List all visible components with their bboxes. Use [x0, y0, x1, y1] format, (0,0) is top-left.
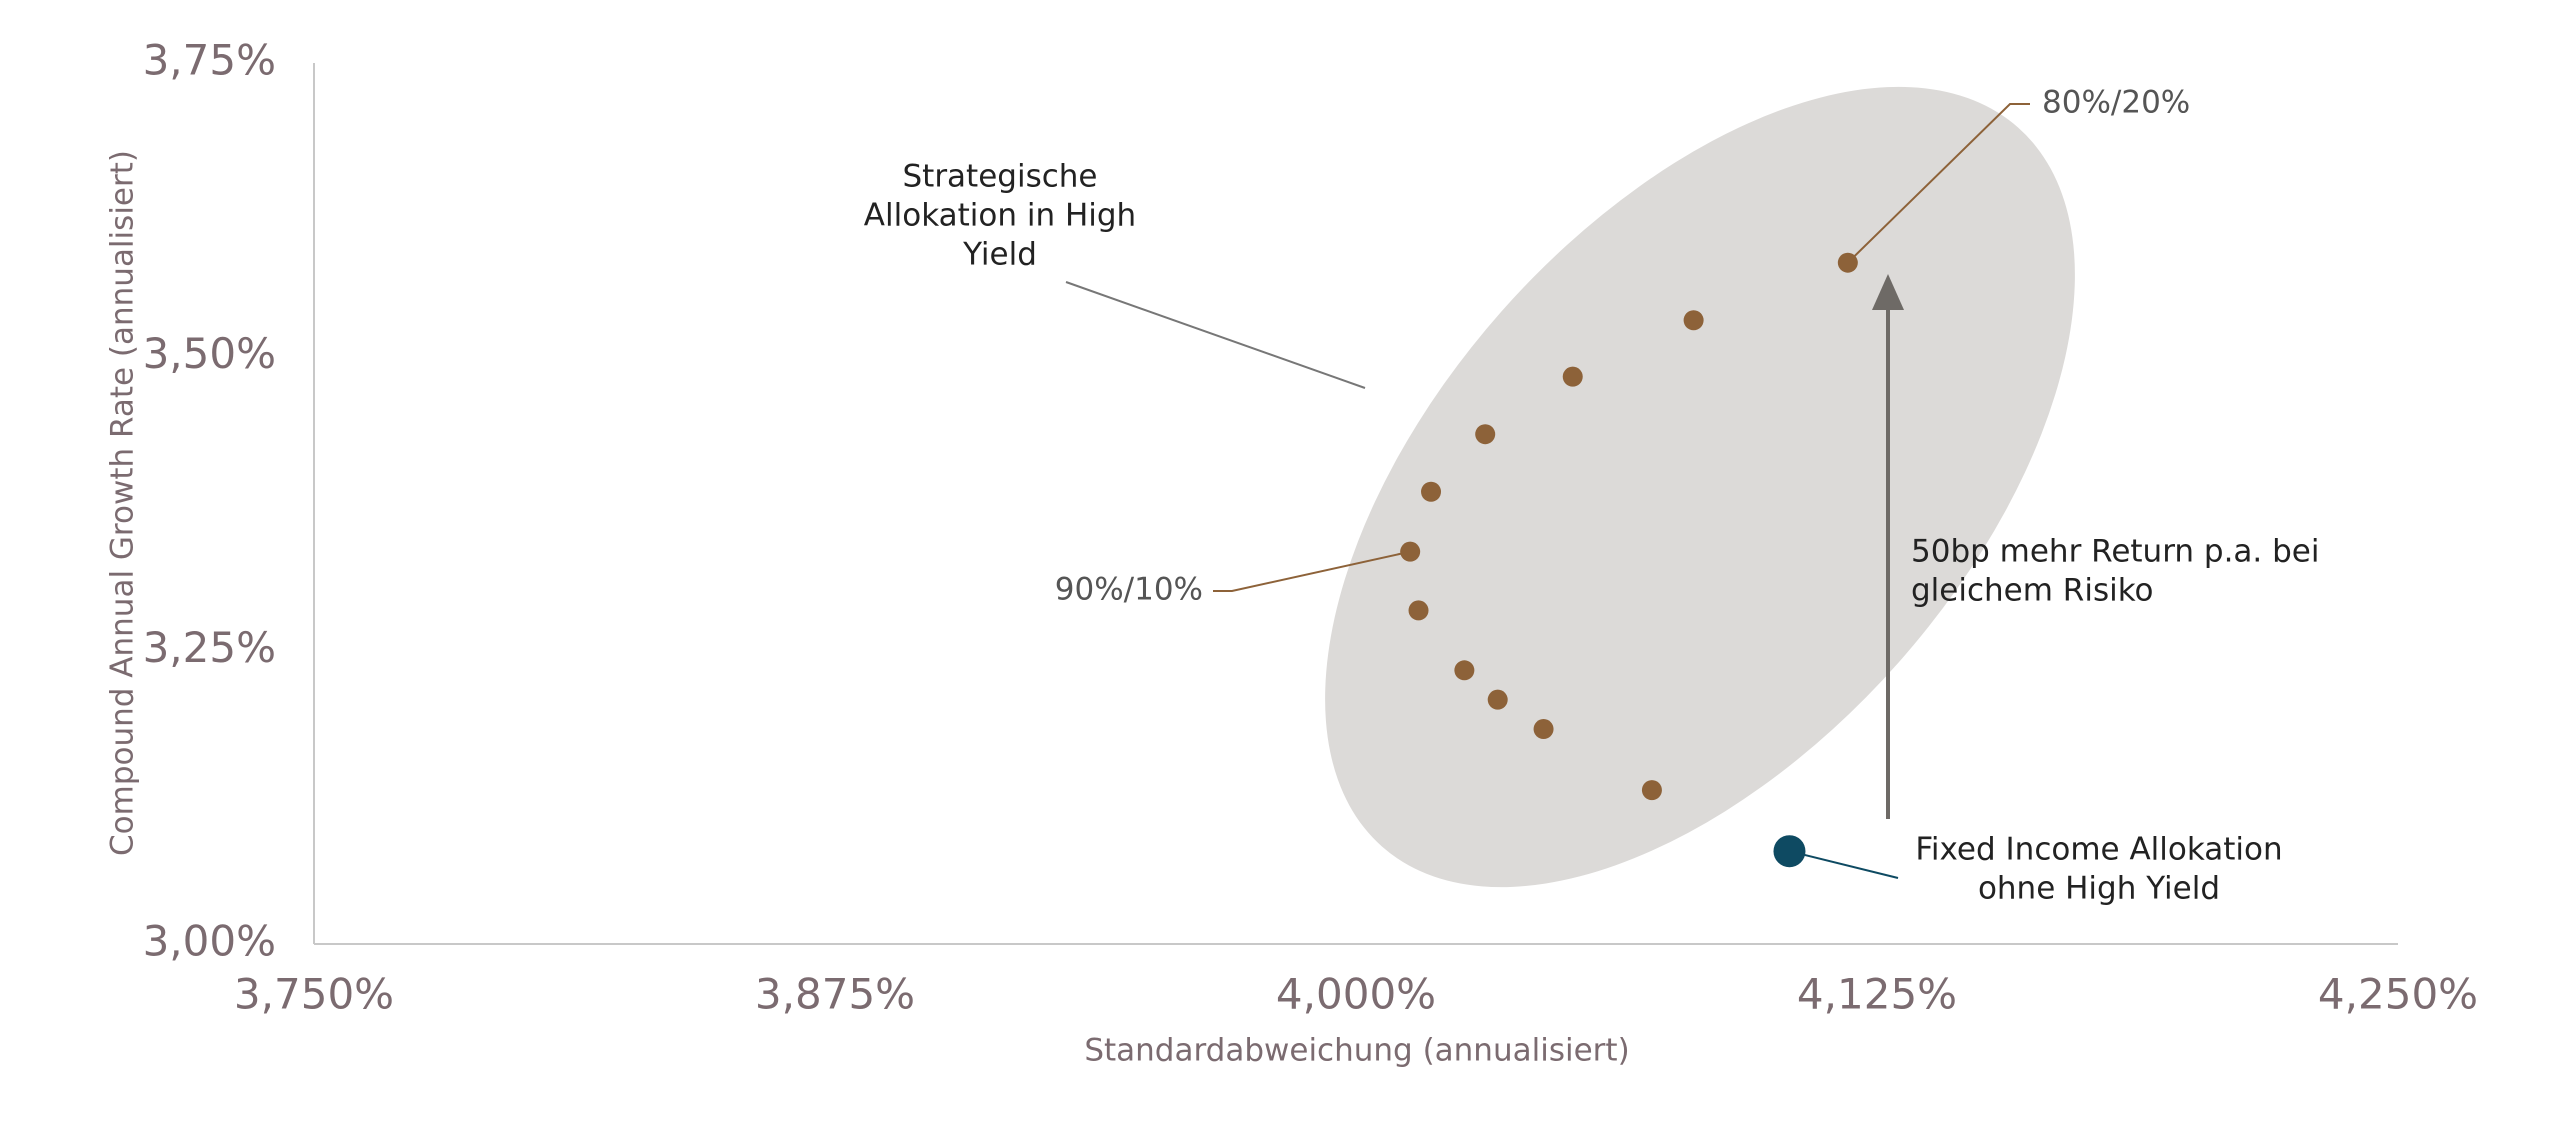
annotation: Strategische [902, 159, 1097, 195]
x-tick-label: 4,000% [1276, 970, 1436, 1019]
point [1562, 366, 1583, 387]
annotation: 50bp mehr Return p.a. bei [1911, 534, 2320, 570]
point [1773, 835, 1806, 868]
leader-line [1065, 281, 1366, 389]
annotation: Allokation in High [864, 198, 1136, 234]
leader-line [1789, 850, 1899, 879]
y-tick-label: 3,25% [143, 623, 276, 672]
x-tick-label: 3,750% [234, 970, 394, 1019]
leader-line [1847, 103, 2030, 264]
y-tick-label: 3,75% [143, 36, 276, 85]
annotation: Yield [962, 237, 1037, 273]
point [1533, 719, 1554, 740]
x-tick-label: 4,250% [2318, 970, 2478, 1019]
point [1454, 660, 1475, 681]
point [1683, 310, 1704, 331]
point [1837, 252, 1858, 273]
annotation: gleichem Risiko [1911, 573, 2154, 609]
x-axis-title: Standardabweichung (annualisiert) [1084, 1033, 1629, 1069]
point [1487, 689, 1508, 710]
x-tick-label: 4,125% [1797, 970, 1957, 1019]
annotation: 90%/10% [1055, 572, 1203, 608]
point [1421, 481, 1442, 502]
point [1641, 780, 1662, 801]
y-tick-label: 3,50% [143, 329, 276, 378]
leader-line [1213, 550, 1411, 592]
x-tick-label: 3,875% [755, 970, 915, 1019]
annotation: 80%/20% [2042, 85, 2190, 121]
annotation: Fixed Income Allokation [1915, 832, 2282, 868]
y-axis-title: Compound Annual Growth Rate (annualisier… [105, 150, 141, 856]
point [1400, 541, 1421, 562]
highlight-ellipse [1325, 86, 2075, 888]
annotation: ohne High Yield [1978, 871, 2220, 907]
y-tick-label: 3,00% [143, 917, 276, 966]
point [1475, 424, 1496, 445]
point [1408, 600, 1429, 621]
